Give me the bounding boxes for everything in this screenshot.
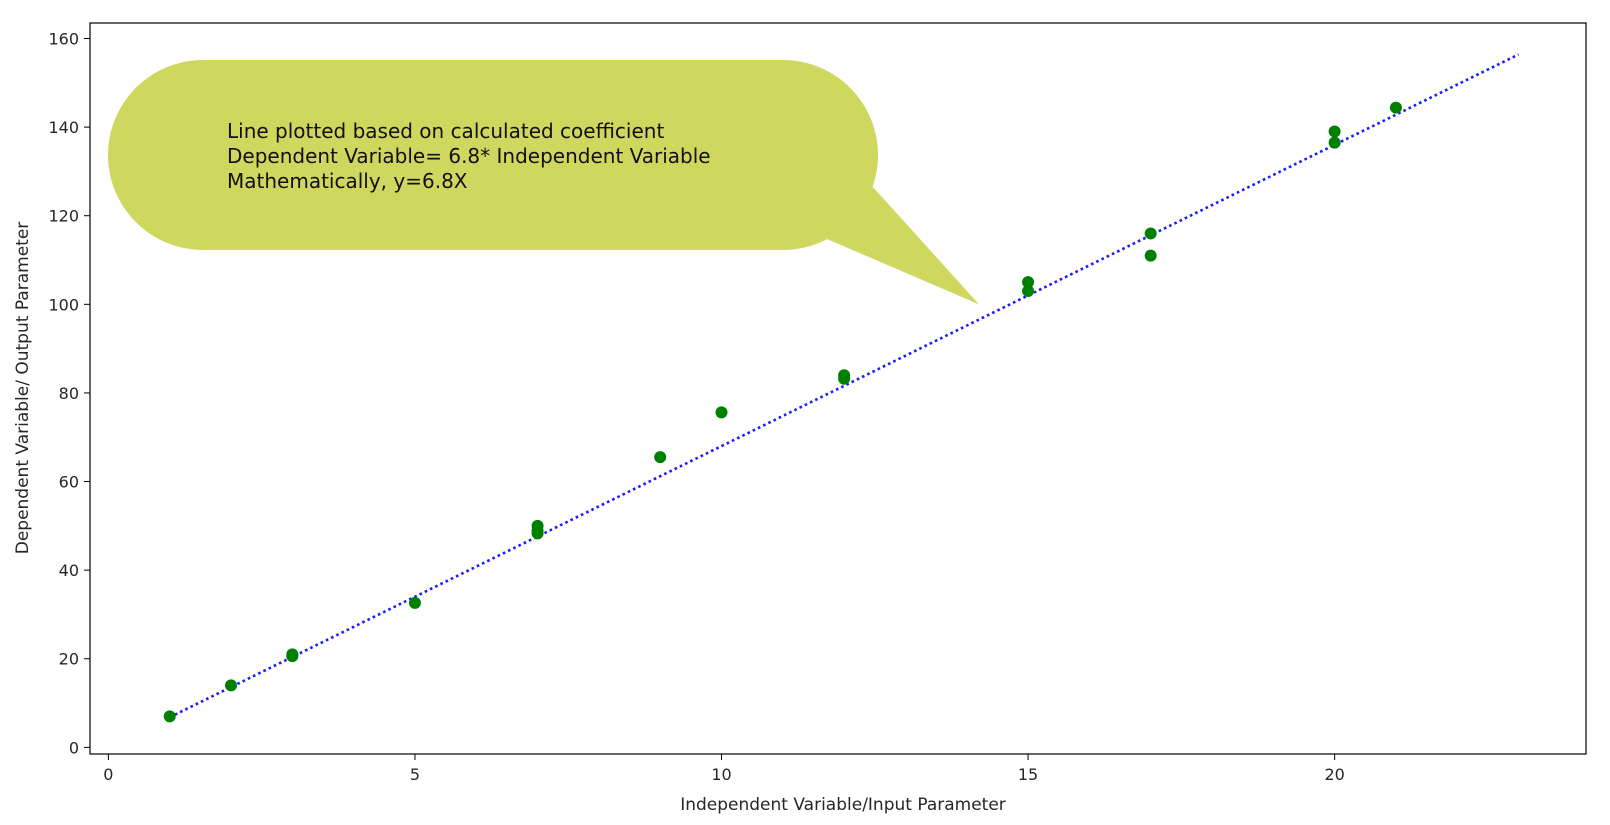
data-point	[1022, 276, 1035, 289]
y-axis-ticks: 0 20 40 60 80 100 120 140 160	[48, 30, 90, 757]
y-tick-label: 100	[48, 295, 79, 314]
x-axis-label: Independent Variable/Input Parameter	[680, 795, 1006, 815]
callout-bubble	[108, 60, 878, 250]
data-point	[838, 372, 851, 385]
callout-line-1: Line plotted based on calculated coeffic…	[227, 119, 664, 143]
data-point	[1389, 101, 1402, 114]
data-point	[1328, 136, 1341, 149]
x-tick-label: 20	[1324, 765, 1344, 784]
annotation-callout: Line plotted based on calculated coeffic…	[108, 60, 980, 305]
data-point	[1328, 125, 1341, 138]
y-tick-label: 80	[59, 384, 79, 403]
y-tick-label: 0	[69, 738, 79, 757]
data-point	[654, 451, 667, 464]
data-point	[1144, 249, 1157, 262]
y-tick-label: 160	[48, 30, 79, 49]
y-tick-label: 20	[59, 650, 79, 669]
data-point	[163, 710, 176, 723]
x-tick-label: 0	[103, 765, 113, 784]
y-tick-label: 60	[59, 473, 79, 492]
x-axis-ticks: 0 5 10 15 20	[103, 754, 1345, 784]
data-point	[225, 679, 238, 692]
y-axis-label: Dependent Variable/ Output Parameter	[13, 222, 33, 555]
data-point	[715, 406, 728, 419]
y-tick-label: 40	[59, 561, 79, 580]
x-tick-label: 5	[410, 765, 420, 784]
y-tick-label: 140	[48, 118, 79, 137]
regression-line	[169, 53, 1520, 719]
data-point	[408, 596, 421, 609]
data-point	[1022, 285, 1035, 298]
y-tick-label: 120	[48, 207, 79, 226]
data-points-layer	[163, 101, 1402, 723]
data-point	[286, 650, 299, 663]
callout-line-3: Mathematically, y=6.8X	[227, 169, 468, 193]
fit-line-layer	[169, 53, 1520, 719]
x-tick-label: 10	[711, 765, 731, 784]
data-point	[1144, 227, 1157, 240]
x-tick-label: 15	[1018, 765, 1038, 784]
callout-line-2: Dependent Variable= 6.8* Independent Var…	[227, 144, 711, 168]
data-point	[531, 527, 544, 540]
